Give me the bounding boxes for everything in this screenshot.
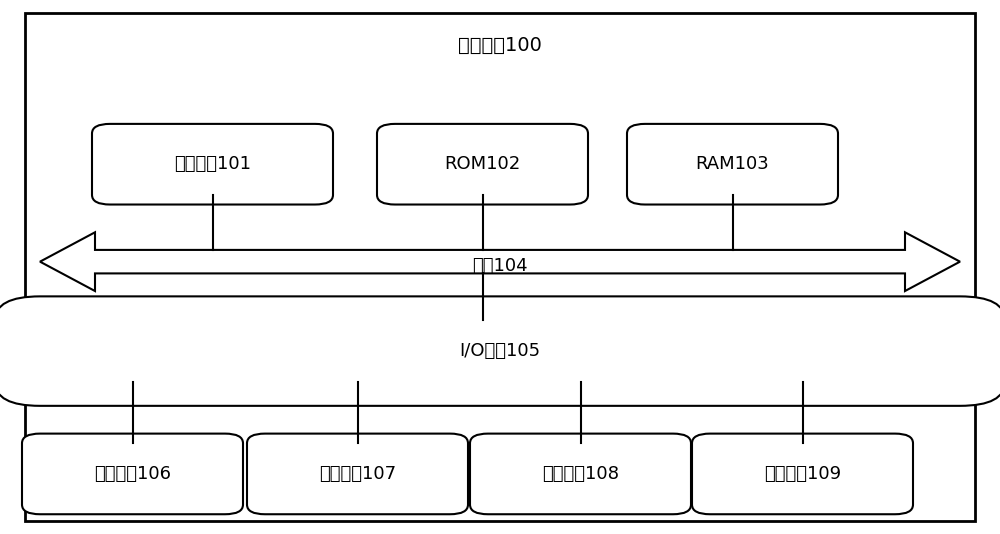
Polygon shape xyxy=(40,232,960,291)
FancyBboxPatch shape xyxy=(25,13,975,521)
FancyBboxPatch shape xyxy=(247,434,468,514)
Text: I/O接口105: I/O接口105 xyxy=(459,342,541,360)
FancyBboxPatch shape xyxy=(377,124,588,205)
Text: ROM102: ROM102 xyxy=(444,155,521,173)
FancyBboxPatch shape xyxy=(0,296,1000,406)
Text: 通信装置109: 通信装置109 xyxy=(764,465,841,483)
FancyBboxPatch shape xyxy=(470,434,691,514)
FancyBboxPatch shape xyxy=(92,124,333,205)
Text: 输入装置106: 输入装置106 xyxy=(94,465,171,483)
Text: 存储装置108: 存储装置108 xyxy=(542,465,619,483)
FancyBboxPatch shape xyxy=(627,124,838,205)
Text: 处理装置101: 处理装置101 xyxy=(174,155,251,173)
FancyBboxPatch shape xyxy=(22,434,243,514)
Text: RAM103: RAM103 xyxy=(696,155,769,173)
Text: 输出装置107: 输出装置107 xyxy=(319,465,396,483)
Text: 总线104: 总线104 xyxy=(472,257,528,275)
Text: 电子设备100: 电子设备100 xyxy=(458,36,542,55)
FancyBboxPatch shape xyxy=(692,434,913,514)
